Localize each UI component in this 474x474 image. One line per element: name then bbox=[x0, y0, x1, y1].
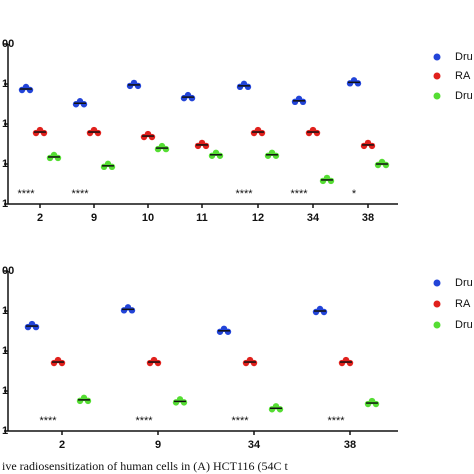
dot bbox=[299, 98, 307, 106]
dot bbox=[84, 397, 92, 405]
dot bbox=[180, 399, 188, 406]
legend-label: Dru bbox=[455, 319, 473, 331]
significance: **** bbox=[290, 188, 308, 200]
x-tick-label: 34 bbox=[307, 212, 320, 224]
legend-dot bbox=[433, 300, 441, 308]
y-tick-label: 1 bbox=[2, 158, 8, 170]
significance: **** bbox=[39, 415, 57, 427]
significance: **** bbox=[71, 188, 89, 200]
legend-dot bbox=[433, 321, 441, 329]
dot bbox=[224, 328, 232, 335]
legend-label: Dru bbox=[455, 51, 473, 63]
dot bbox=[80, 101, 88, 108]
legend-label: Dru bbox=[455, 277, 473, 289]
y-tick-label: 1 bbox=[2, 425, 8, 437]
significance: **** bbox=[135, 415, 153, 427]
legend-label: RA bbox=[455, 70, 471, 82]
dot bbox=[372, 400, 380, 408]
dot bbox=[354, 80, 362, 87]
significance: * bbox=[352, 188, 357, 200]
x-tick-label: 38 bbox=[362, 212, 374, 224]
x-tick-label: 11 bbox=[196, 212, 208, 224]
legend-label: Dru bbox=[455, 90, 473, 102]
dot bbox=[94, 129, 102, 137]
dot bbox=[108, 163, 116, 171]
x-tick-label: 2 bbox=[59, 439, 65, 451]
dot bbox=[320, 308, 328, 316]
x-tick-label: 38 bbox=[344, 439, 356, 451]
significance: **** bbox=[327, 415, 345, 427]
y-tick-label: 1 bbox=[2, 345, 8, 357]
x-tick-label: 34 bbox=[248, 439, 261, 451]
x-tick-label: 9 bbox=[91, 212, 97, 224]
dot bbox=[188, 94, 196, 102]
y-tick-label: 1 bbox=[2, 78, 8, 90]
x-tick-label: 9 bbox=[155, 439, 161, 451]
dot bbox=[382, 161, 390, 169]
dot bbox=[202, 142, 210, 150]
dot bbox=[258, 129, 266, 137]
dot bbox=[154, 359, 162, 367]
y-tick-label: 1 bbox=[2, 305, 8, 317]
dot bbox=[276, 406, 284, 413]
dot bbox=[26, 86, 34, 94]
y-tick-label: 1 bbox=[2, 118, 8, 130]
dot bbox=[134, 82, 142, 90]
x-tick-label: 2 bbox=[37, 212, 43, 224]
dot bbox=[128, 307, 136, 314]
dot bbox=[40, 129, 48, 137]
legend-label: RA bbox=[455, 298, 471, 310]
x-tick-label: 10 bbox=[142, 212, 154, 224]
legend-dot bbox=[433, 72, 441, 80]
dot bbox=[272, 152, 280, 159]
dot bbox=[313, 129, 321, 137]
dot bbox=[346, 359, 354, 367]
dot bbox=[32, 323, 40, 331]
significance: **** bbox=[17, 188, 35, 200]
legend-dot bbox=[433, 53, 441, 61]
legend-dot bbox=[433, 279, 441, 287]
dot bbox=[162, 145, 170, 153]
dot bbox=[368, 142, 376, 150]
dot bbox=[148, 133, 156, 141]
significance: **** bbox=[231, 415, 249, 427]
dot bbox=[327, 177, 335, 185]
y-tick-label: 00 bbox=[2, 38, 14, 50]
x-tick-label: 12 bbox=[252, 212, 264, 224]
dot bbox=[250, 359, 258, 367]
dot bbox=[216, 152, 224, 159]
y-tick-label: 1 bbox=[2, 385, 8, 397]
y-tick-label: 00 bbox=[2, 265, 14, 277]
dot bbox=[58, 359, 66, 367]
significance: **** bbox=[235, 188, 253, 200]
legend-dot bbox=[433, 92, 441, 100]
dot bbox=[244, 83, 252, 91]
y-tick-label: 1 bbox=[2, 198, 8, 210]
caption: ive radiosensitization of human cells in… bbox=[2, 459, 288, 473]
dot bbox=[54, 154, 62, 162]
